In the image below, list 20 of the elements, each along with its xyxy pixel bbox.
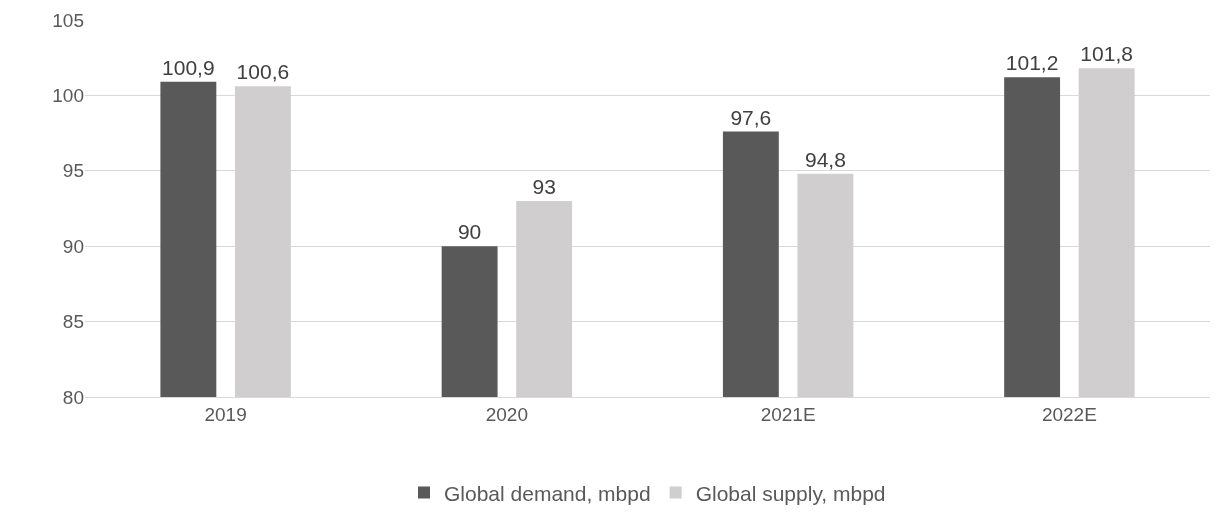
data-label: 94,8 [804,147,846,171]
x-tick-label: 2020 [485,403,529,425]
data-label: 90 [457,220,482,244]
data-label: 100,9 [162,55,215,79]
legend-label: Global supply, mbpd [695,481,886,505]
y-tick-label: 95 [62,160,84,182]
x-tick-label: 2022E [1041,403,1097,425]
x-tick-label: 2019 [204,403,247,425]
y-tick-label: 105 [52,9,84,31]
data-label: 101,2 [1005,51,1059,75]
data-label: 97,6 [730,105,772,129]
data-label: 93 [532,174,556,198]
data-label: 100,6 [236,60,290,84]
y-tick-label: 80 [62,386,84,408]
y-tick-label: 90 [62,235,84,257]
x-tick-label: 2021E [760,403,816,425]
legend-label: Global demand, mbpd [444,481,651,505]
y-tick-label: 100 [52,85,84,107]
y-tick-label: 85 [62,311,84,333]
data-label: 101,8 [1080,42,1133,66]
